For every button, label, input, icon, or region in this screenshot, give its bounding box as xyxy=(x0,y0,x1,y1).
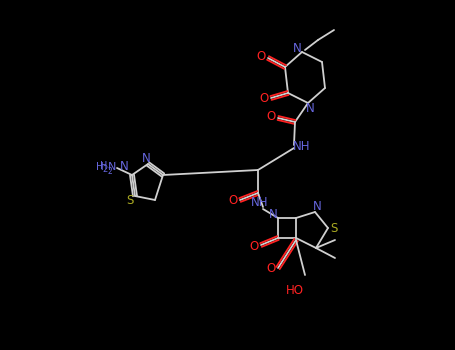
Text: H: H xyxy=(96,162,104,172)
Text: NH: NH xyxy=(293,140,311,154)
Text: N: N xyxy=(306,102,314,114)
Text: NH: NH xyxy=(251,196,269,209)
Text: O: O xyxy=(266,111,276,124)
Text: O: O xyxy=(249,239,258,252)
Text: 2: 2 xyxy=(108,167,112,175)
Text: O: O xyxy=(256,50,266,63)
Text: N: N xyxy=(108,162,116,172)
Text: 2: 2 xyxy=(102,164,108,174)
Text: N: N xyxy=(120,160,128,173)
Text: O: O xyxy=(266,262,276,275)
Text: O: O xyxy=(259,92,268,105)
Text: H: H xyxy=(100,161,108,171)
Text: N: N xyxy=(293,42,301,55)
Text: HO: HO xyxy=(286,284,304,296)
Text: N: N xyxy=(313,201,321,214)
Text: S: S xyxy=(126,194,134,206)
Text: O: O xyxy=(228,195,238,208)
Text: N: N xyxy=(142,152,150,164)
Text: S: S xyxy=(330,222,338,235)
Text: N: N xyxy=(268,208,278,220)
